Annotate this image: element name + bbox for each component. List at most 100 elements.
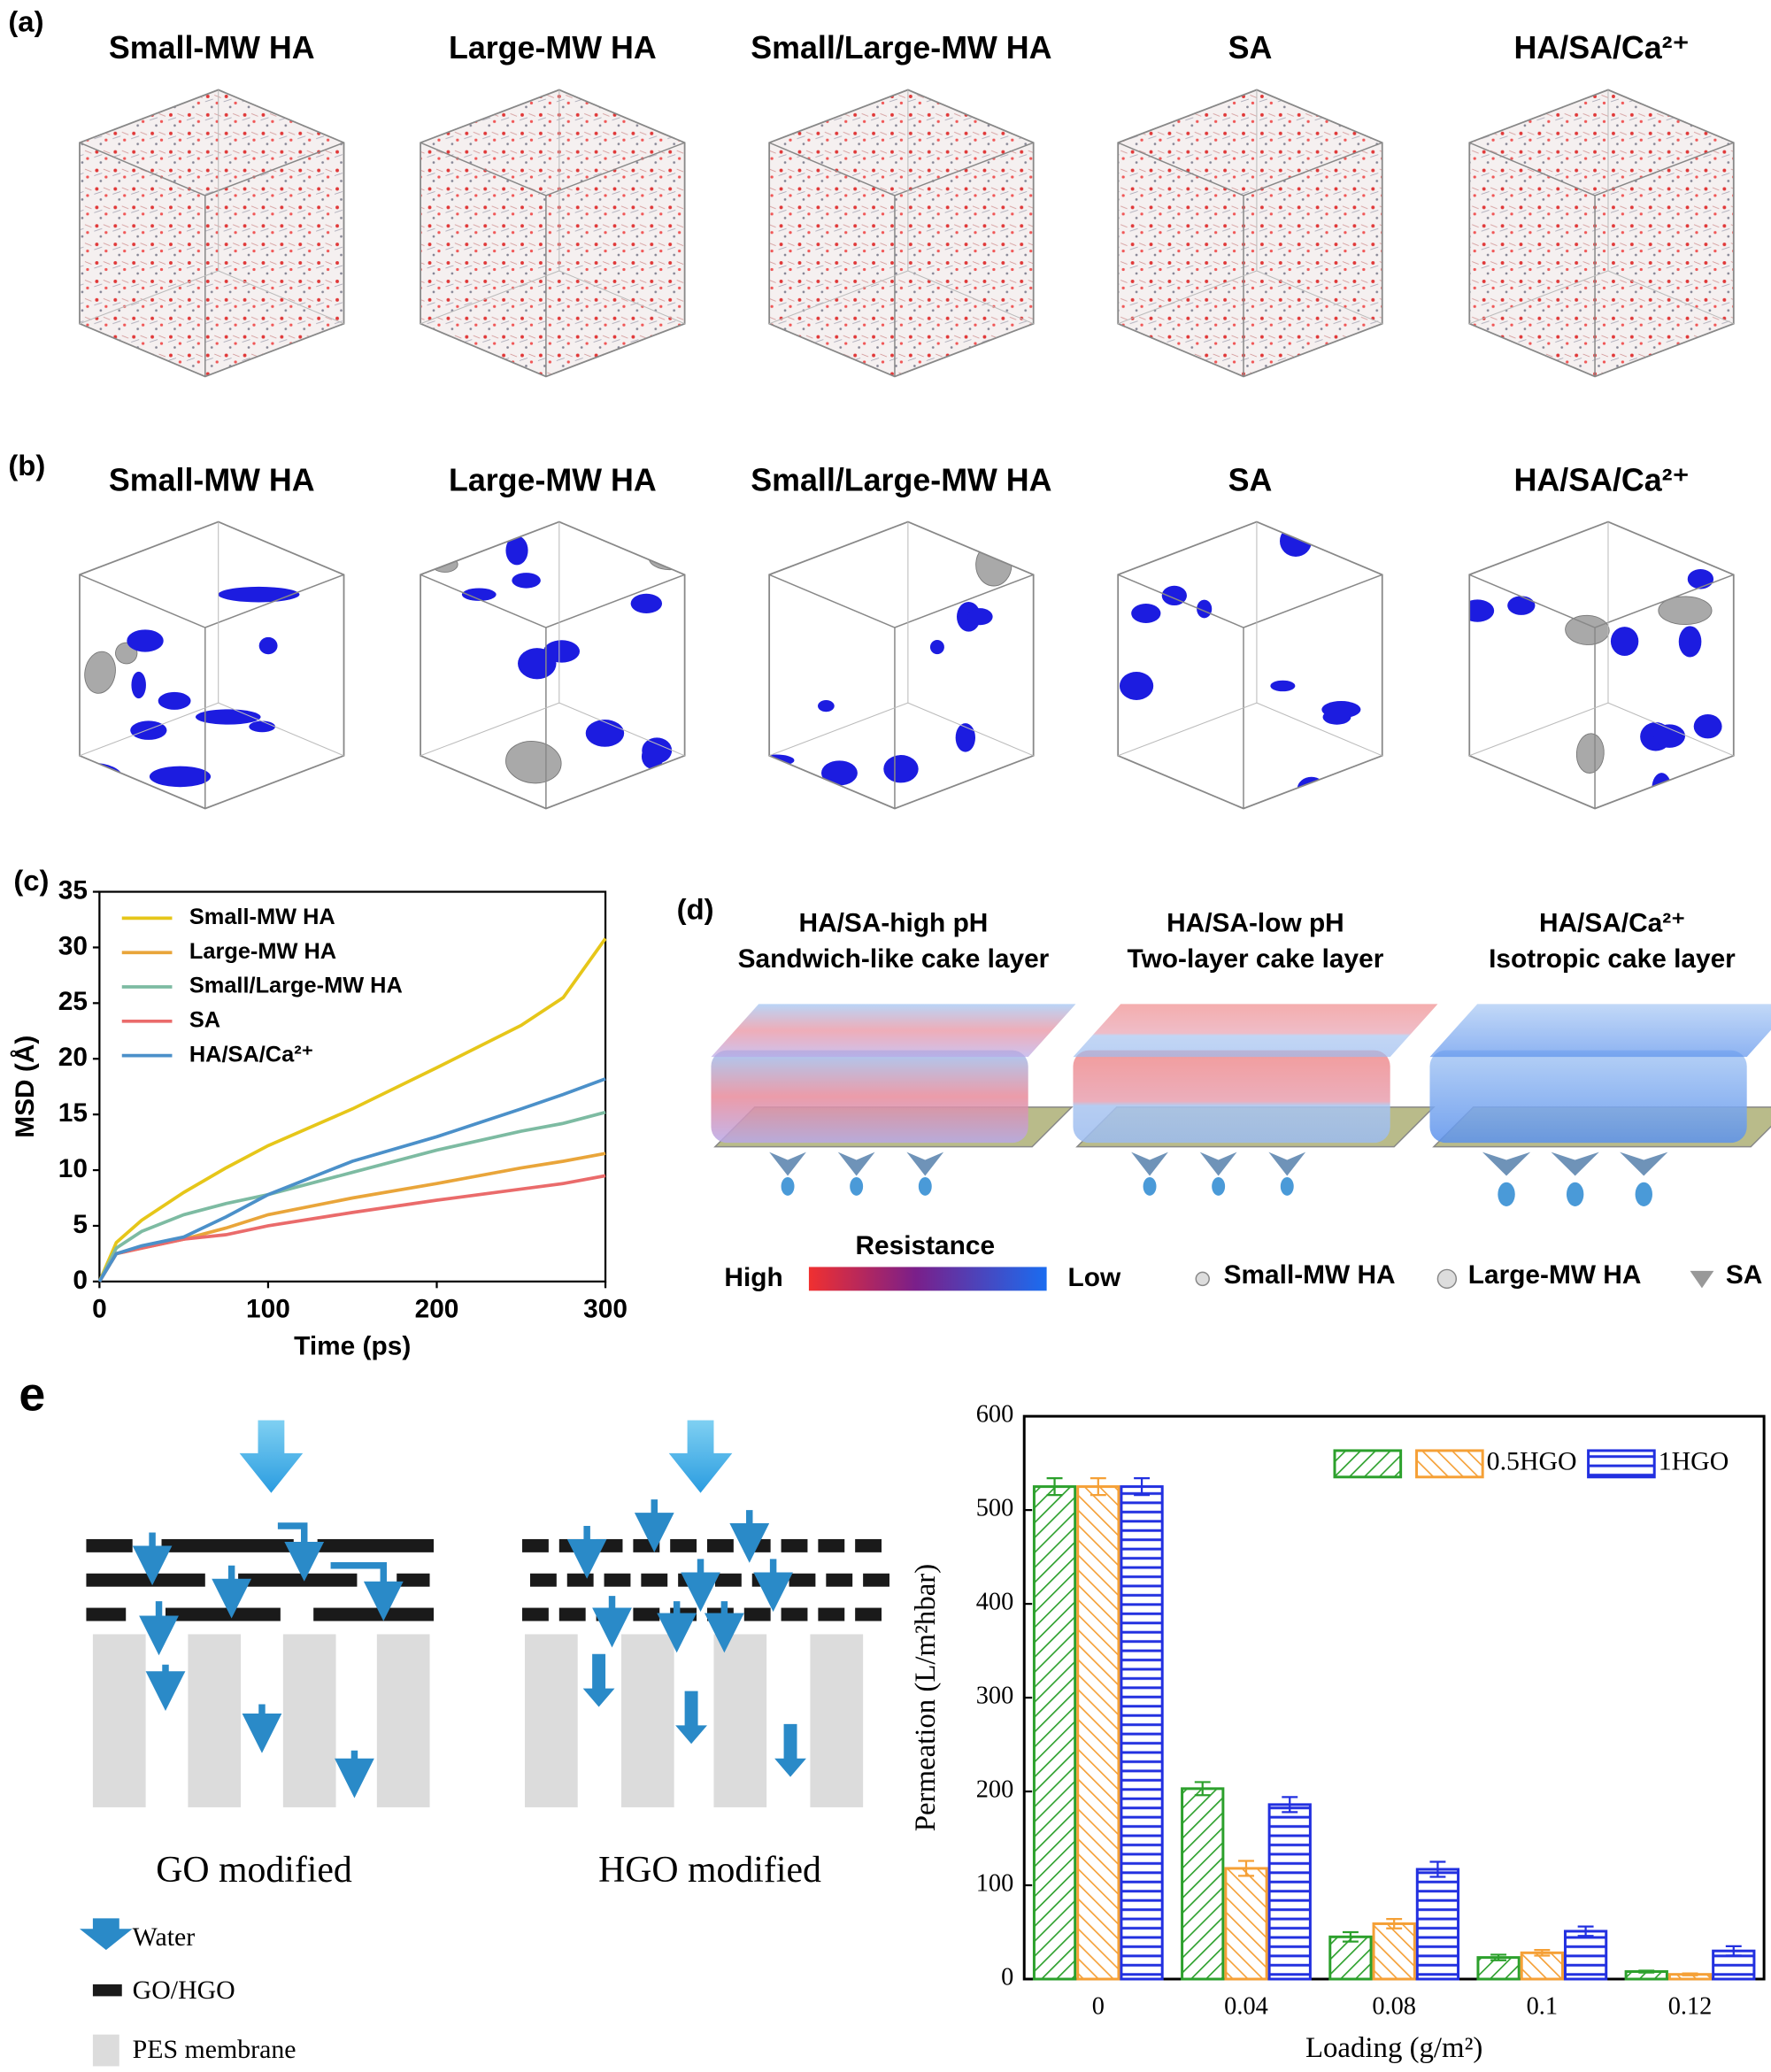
legend-swatch <box>1415 1449 1484 1479</box>
blob-blue <box>461 588 497 601</box>
blob-gray <box>354 897 429 961</box>
line-series <box>97 937 607 1282</box>
diagram-caption: HGO modified <box>598 1850 821 1891</box>
pes-column <box>620 1634 674 1807</box>
blob-gray <box>1658 596 1713 626</box>
blob-blue <box>585 720 625 747</box>
cube-edge <box>1594 142 1735 196</box>
cube-hidden-edge <box>1118 702 1258 757</box>
line-series <box>97 1077 606 1282</box>
x-tick-label: 100 <box>246 1295 290 1324</box>
blob-blue <box>258 636 278 655</box>
pes-column <box>376 1634 430 1807</box>
legend-label: Water <box>133 1922 196 1952</box>
molecule-box <box>1469 89 1734 377</box>
legend-water <box>79 1918 133 1951</box>
blob-blue <box>630 593 663 614</box>
blob-blue <box>956 524 996 540</box>
blob-blue <box>105 770 123 797</box>
blob-blue <box>1693 713 1722 739</box>
pes-column <box>92 1634 146 1807</box>
cube-edge <box>204 574 344 628</box>
error-bar <box>1386 1918 1403 1930</box>
go-sheet <box>781 1538 808 1552</box>
blob-blue <box>1469 599 1495 622</box>
bar <box>1120 1485 1164 1981</box>
cube-edge <box>1468 574 1596 628</box>
error-bar <box>1238 1860 1254 1877</box>
cube-edge <box>1117 574 1244 628</box>
molecule-box <box>769 89 1034 377</box>
go-sheet <box>818 1607 845 1621</box>
blob-gray <box>84 651 116 694</box>
legend-label: Large-MW HA <box>1468 1260 1642 1290</box>
y-tick-label: 35 <box>58 875 88 905</box>
x-tick-label: 0.08 <box>1372 1992 1416 2020</box>
water-arrow-big <box>668 1420 733 1493</box>
cube-edge <box>545 142 685 196</box>
water-drop <box>1280 1176 1294 1196</box>
legend-label: HA/SA/Ca²⁺ <box>189 1042 313 1067</box>
cake-top <box>1073 1004 1438 1058</box>
cube-outline <box>79 520 345 810</box>
y-tick-label: 30 <box>58 931 88 960</box>
panel-title: Large-MW HA <box>449 462 657 497</box>
water-drop <box>781 1176 795 1196</box>
bar <box>1181 1787 1225 1981</box>
colorbar-high: High <box>724 1263 782 1292</box>
bar <box>1224 1867 1268 1981</box>
x-tick-label: 200 <box>415 1295 459 1324</box>
go-sheet <box>522 1607 549 1621</box>
go-sheet <box>641 1573 668 1587</box>
cube-edge <box>1243 574 1383 628</box>
error-bar <box>1682 1972 1698 1976</box>
cube-hidden-edge <box>1256 702 1382 757</box>
y-tick-label: 300 <box>976 1683 1014 1710</box>
blob-blue <box>512 573 541 589</box>
cube-edge <box>204 142 344 196</box>
blob-blue <box>505 535 528 566</box>
blob-gray <box>735 1422 790 1476</box>
cube-hidden-edge <box>558 270 685 325</box>
y-tick-label: 100 <box>976 1870 1014 1898</box>
blob-blue <box>218 586 300 603</box>
panel-title: SA <box>1228 462 1273 497</box>
blob-gray <box>357 1117 433 1187</box>
blob-gray <box>1575 733 1605 774</box>
go-sheet <box>818 1538 845 1552</box>
blob-blue <box>1270 680 1296 692</box>
go-sheet <box>166 1607 281 1621</box>
go-sheet <box>781 1607 808 1621</box>
x-tick-label: 0.04 <box>1224 1992 1268 2020</box>
go-sheet <box>86 1607 127 1621</box>
colorbar <box>808 1267 1047 1291</box>
cake-subtitle: Sandwich-like cake layer <box>738 944 1050 974</box>
error-bar <box>1725 1945 1742 1957</box>
blob-blue <box>149 766 212 788</box>
legend-marker <box>1195 1271 1210 1287</box>
y-tick-label: 20 <box>58 1043 88 1072</box>
go-sheet <box>604 1573 631 1587</box>
blob-blue <box>1687 568 1714 589</box>
water-drop <box>1620 1152 1668 1176</box>
go-sheet <box>670 1538 697 1552</box>
cake-front <box>711 1050 1028 1144</box>
error-bar <box>1490 1953 1507 1961</box>
water-drop <box>850 1176 864 1196</box>
legend-label: SA <box>1726 1260 1762 1290</box>
water-drop <box>1566 1182 1584 1206</box>
cake-title: HA/SA/Ca²⁺ <box>1539 909 1685 938</box>
go-sheet <box>706 1538 734 1552</box>
error-bar <box>1638 1969 1655 1974</box>
water-arrow-big <box>239 1420 304 1493</box>
error-bar <box>1046 1476 1063 1497</box>
cube-hidden-edge <box>558 702 685 757</box>
pes-column <box>282 1634 336 1807</box>
water-drop <box>1212 1176 1226 1196</box>
blob-gray <box>1198 805 1262 852</box>
panel-title: Small/Large-MW HA <box>751 30 1051 65</box>
bar <box>1415 1868 1460 1981</box>
panel-label: (d) <box>677 893 714 926</box>
error-bar <box>1090 1476 1106 1497</box>
y-tick-label: 500 <box>976 1495 1014 1522</box>
